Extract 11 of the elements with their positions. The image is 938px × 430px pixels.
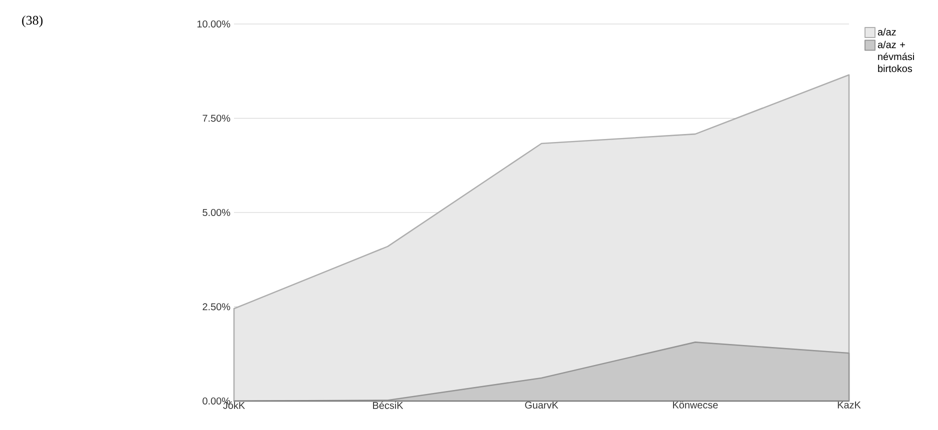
y-tick-label: 5.00% xyxy=(202,208,230,216)
legend-label: a/az xyxy=(878,28,896,36)
x-tick-label: Könwecse xyxy=(673,402,718,408)
y-tick-label: 10.00% xyxy=(197,20,230,28)
legend-label: a/az + névmási birtokos xyxy=(878,40,914,72)
y-tick-label: 7.50% xyxy=(202,114,230,122)
x-tick-label: GuarvK xyxy=(525,402,558,409)
text: (38) xyxy=(22,16,43,28)
y-tick-label: 2.50% xyxy=(202,303,230,310)
x-tick-label: BécsiK xyxy=(373,402,404,409)
x-tick-label: KazK xyxy=(838,402,861,408)
